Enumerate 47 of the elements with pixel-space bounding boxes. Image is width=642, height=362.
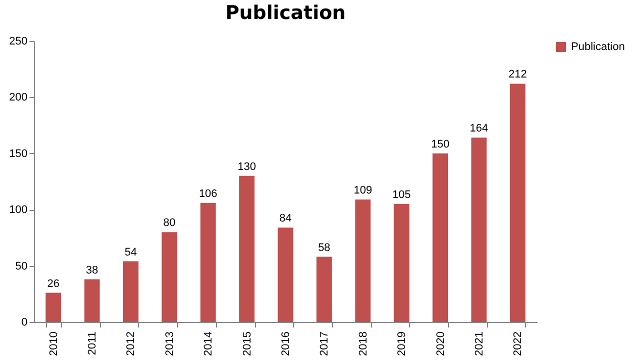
- data-label: 164: [470, 122, 488, 135]
- chart-title: Publication: [225, 2, 346, 24]
- x-tick-label: 2010: [48, 332, 60, 356]
- legend-label: Publication: [571, 41, 625, 53]
- data-label: 84: [279, 212, 292, 225]
- x-tick-label: 2018: [357, 332, 370, 356]
- data-label: 150: [431, 138, 450, 150]
- bar: [510, 84, 526, 322]
- x-tick-label: 2022: [512, 332, 524, 356]
- x-tick-label: 2020: [434, 332, 447, 356]
- y-tick-label: 50: [15, 260, 28, 272]
- bar: [84, 279, 100, 322]
- data-label: 106: [198, 188, 218, 200]
- bar: [278, 228, 294, 322]
- data-label: 58: [318, 242, 330, 254]
- data-label: 105: [392, 188, 411, 201]
- y-tick-label: 200: [9, 92, 28, 104]
- x-tick-label: 2016: [280, 332, 292, 356]
- data-label: 109: [354, 184, 372, 196]
- bar: [432, 153, 448, 322]
- bar: [355, 199, 371, 322]
- x-tick-label: 2011: [86, 332, 99, 356]
- bar: [46, 292, 62, 322]
- bar: [394, 204, 410, 322]
- y-tick-label: 150: [9, 148, 28, 160]
- data-label: 38: [86, 264, 98, 276]
- data-label: 54: [124, 246, 137, 258]
- data-label: 80: [163, 217, 176, 230]
- y-tick-label: 0: [21, 316, 28, 328]
- x-tick-label: 2017: [318, 332, 331, 356]
- y-tick-label: 250: [9, 36, 28, 48]
- bar: [162, 232, 178, 322]
- x-tick-label: 2015: [241, 332, 254, 356]
- x-tick-label: 2019: [396, 332, 408, 356]
- bar: [200, 202, 216, 322]
- bar: [122, 261, 138, 322]
- bar: [471, 138, 487, 322]
- bar: [316, 256, 332, 322]
- data-label: 130: [238, 160, 256, 173]
- x-tick-label: 2012: [125, 332, 138, 356]
- data-label: 26: [47, 278, 60, 290]
- x-tick-label: 2013: [164, 332, 176, 356]
- y-tick-label: 100: [9, 204, 28, 216]
- x-tick-label: 2021: [473, 332, 486, 356]
- x-tick-label: 2014: [202, 332, 215, 356]
- bar: [239, 176, 255, 322]
- data-label: 212: [508, 68, 527, 81]
